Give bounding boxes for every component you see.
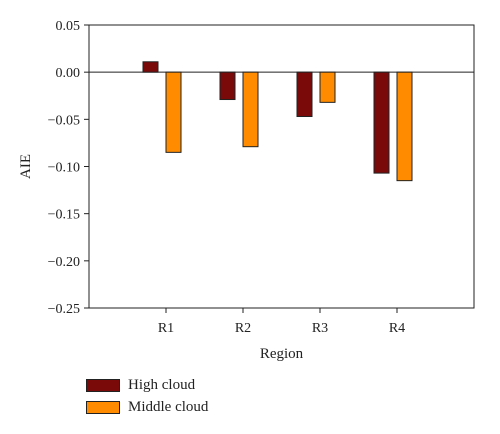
legend-item-middle-cloud: Middle cloud: [86, 396, 208, 418]
bar-middle-cloud-r3: [319, 71, 336, 103]
bar-middle-cloud-r1: [165, 71, 182, 153]
y-tick-label: −0.20: [48, 255, 80, 270]
x-tick-label: R2: [235, 321, 251, 336]
legend-label-high-cloud: High cloud: [128, 376, 196, 393]
bar-high-cloud-r4: [373, 71, 390, 174]
bar-middle-cloud-r4: [396, 71, 413, 182]
bars: [142, 61, 413, 182]
y-tick-label: −0.25: [48, 302, 80, 317]
bar-high-cloud-r1: [142, 61, 159, 73]
x-tick-label: R1: [158, 321, 174, 336]
legend: High cloud Middle cloud: [86, 374, 208, 418]
bar-high-cloud-r2: [219, 71, 236, 101]
y-axis-title: AIE: [18, 154, 34, 179]
legend-label-middle-cloud: Middle cloud: [128, 398, 209, 415]
bar-high-cloud-r3: [296, 71, 313, 118]
x-axis-title: Region: [260, 346, 304, 362]
x-tick-label: R3: [312, 321, 328, 336]
y-tick-label: −0.10: [48, 161, 80, 176]
legend-item-high-cloud: High cloud: [86, 374, 208, 396]
x-tick-label: R4: [389, 321, 405, 336]
y-tick-label: −0.05: [48, 113, 80, 128]
y-tick-label: −0.15: [48, 208, 80, 223]
bar-middle-cloud-r2: [242, 71, 259, 148]
labels: 0.05 0.00 −0.05 −0.10 −0.15 −0.20 −0.25 R1 R2 R3 R…: [48, 19, 406, 336]
y-tick-label: 0.00: [56, 66, 81, 81]
legend-swatch-middle-cloud: [86, 400, 120, 414]
legend-swatch-high-cloud: [86, 378, 120, 392]
y-tick-label: 0.05: [56, 19, 81, 34]
